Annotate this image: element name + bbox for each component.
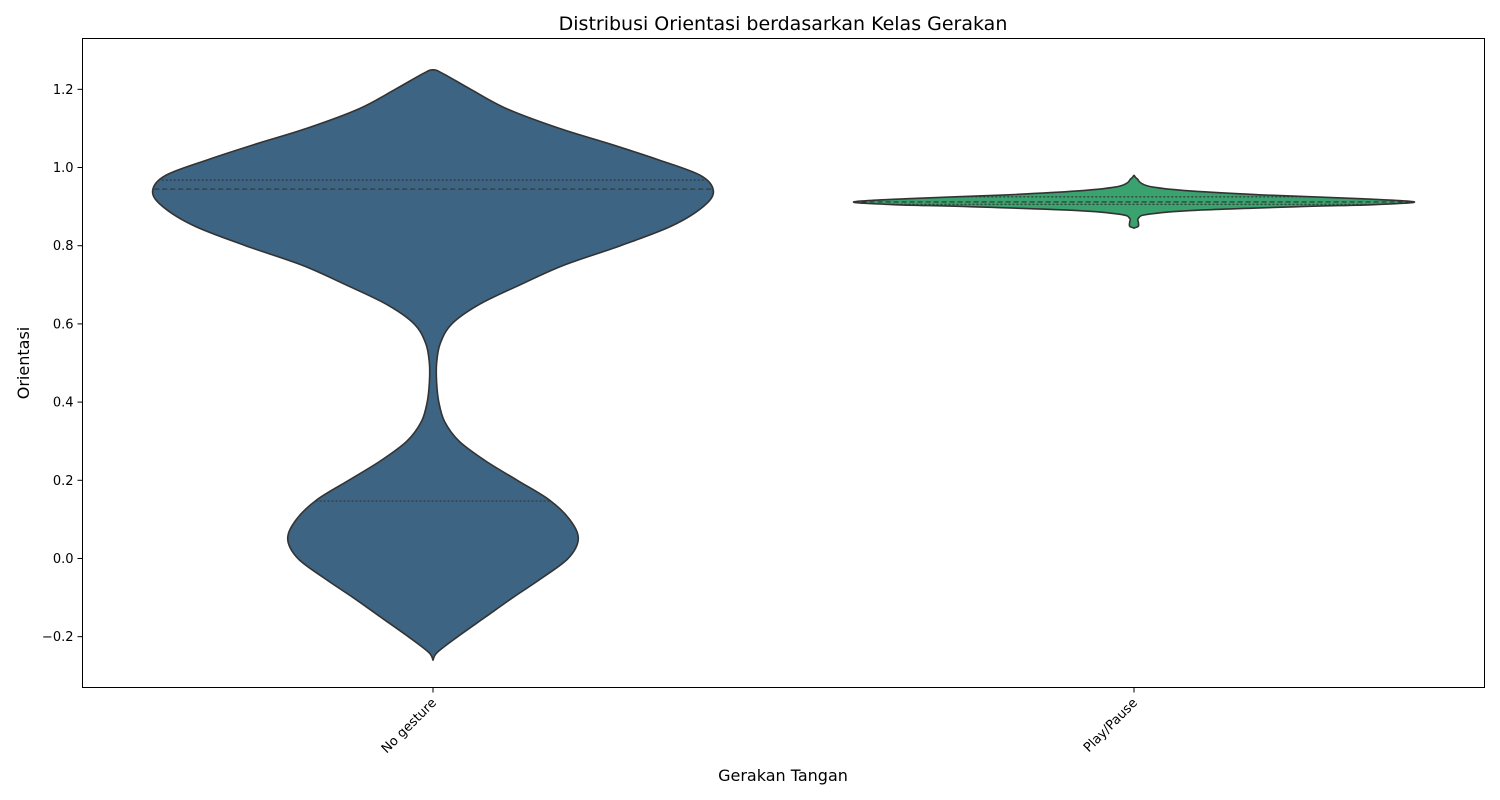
y-tick-label: 0.0 [53,552,74,567]
y-tick-label: 0.6 [53,317,74,332]
y-tick-label: 0.4 [53,396,74,411]
y-tick-label: 0.8 [53,239,74,254]
x-tick-label: Play/Pause [1081,696,1141,756]
y-tick-label: 1.0 [53,161,74,176]
x-tick-label: No gesture [379,696,440,757]
chart-title: Distribusi Orientasi berdasarkan Kelas G… [559,13,1008,35]
y-tick-label: 1.2 [53,83,74,98]
x-axis: No gesture Play/Pause [379,687,1141,757]
plot-frame [82,38,1485,688]
y-axis-title: Orientasi [14,327,33,399]
violin-layer [151,68,1416,661]
y-tick-label: −0.2 [42,630,74,645]
violin-no-gesture [151,68,715,661]
y-axis: −0.2 0.0 0.2 0.4 0.6 0.8 1.0 1.2 [42,83,83,645]
x-axis-title: Gerakan Tangan [718,766,848,785]
y-tick-label: 0.2 [53,474,74,489]
